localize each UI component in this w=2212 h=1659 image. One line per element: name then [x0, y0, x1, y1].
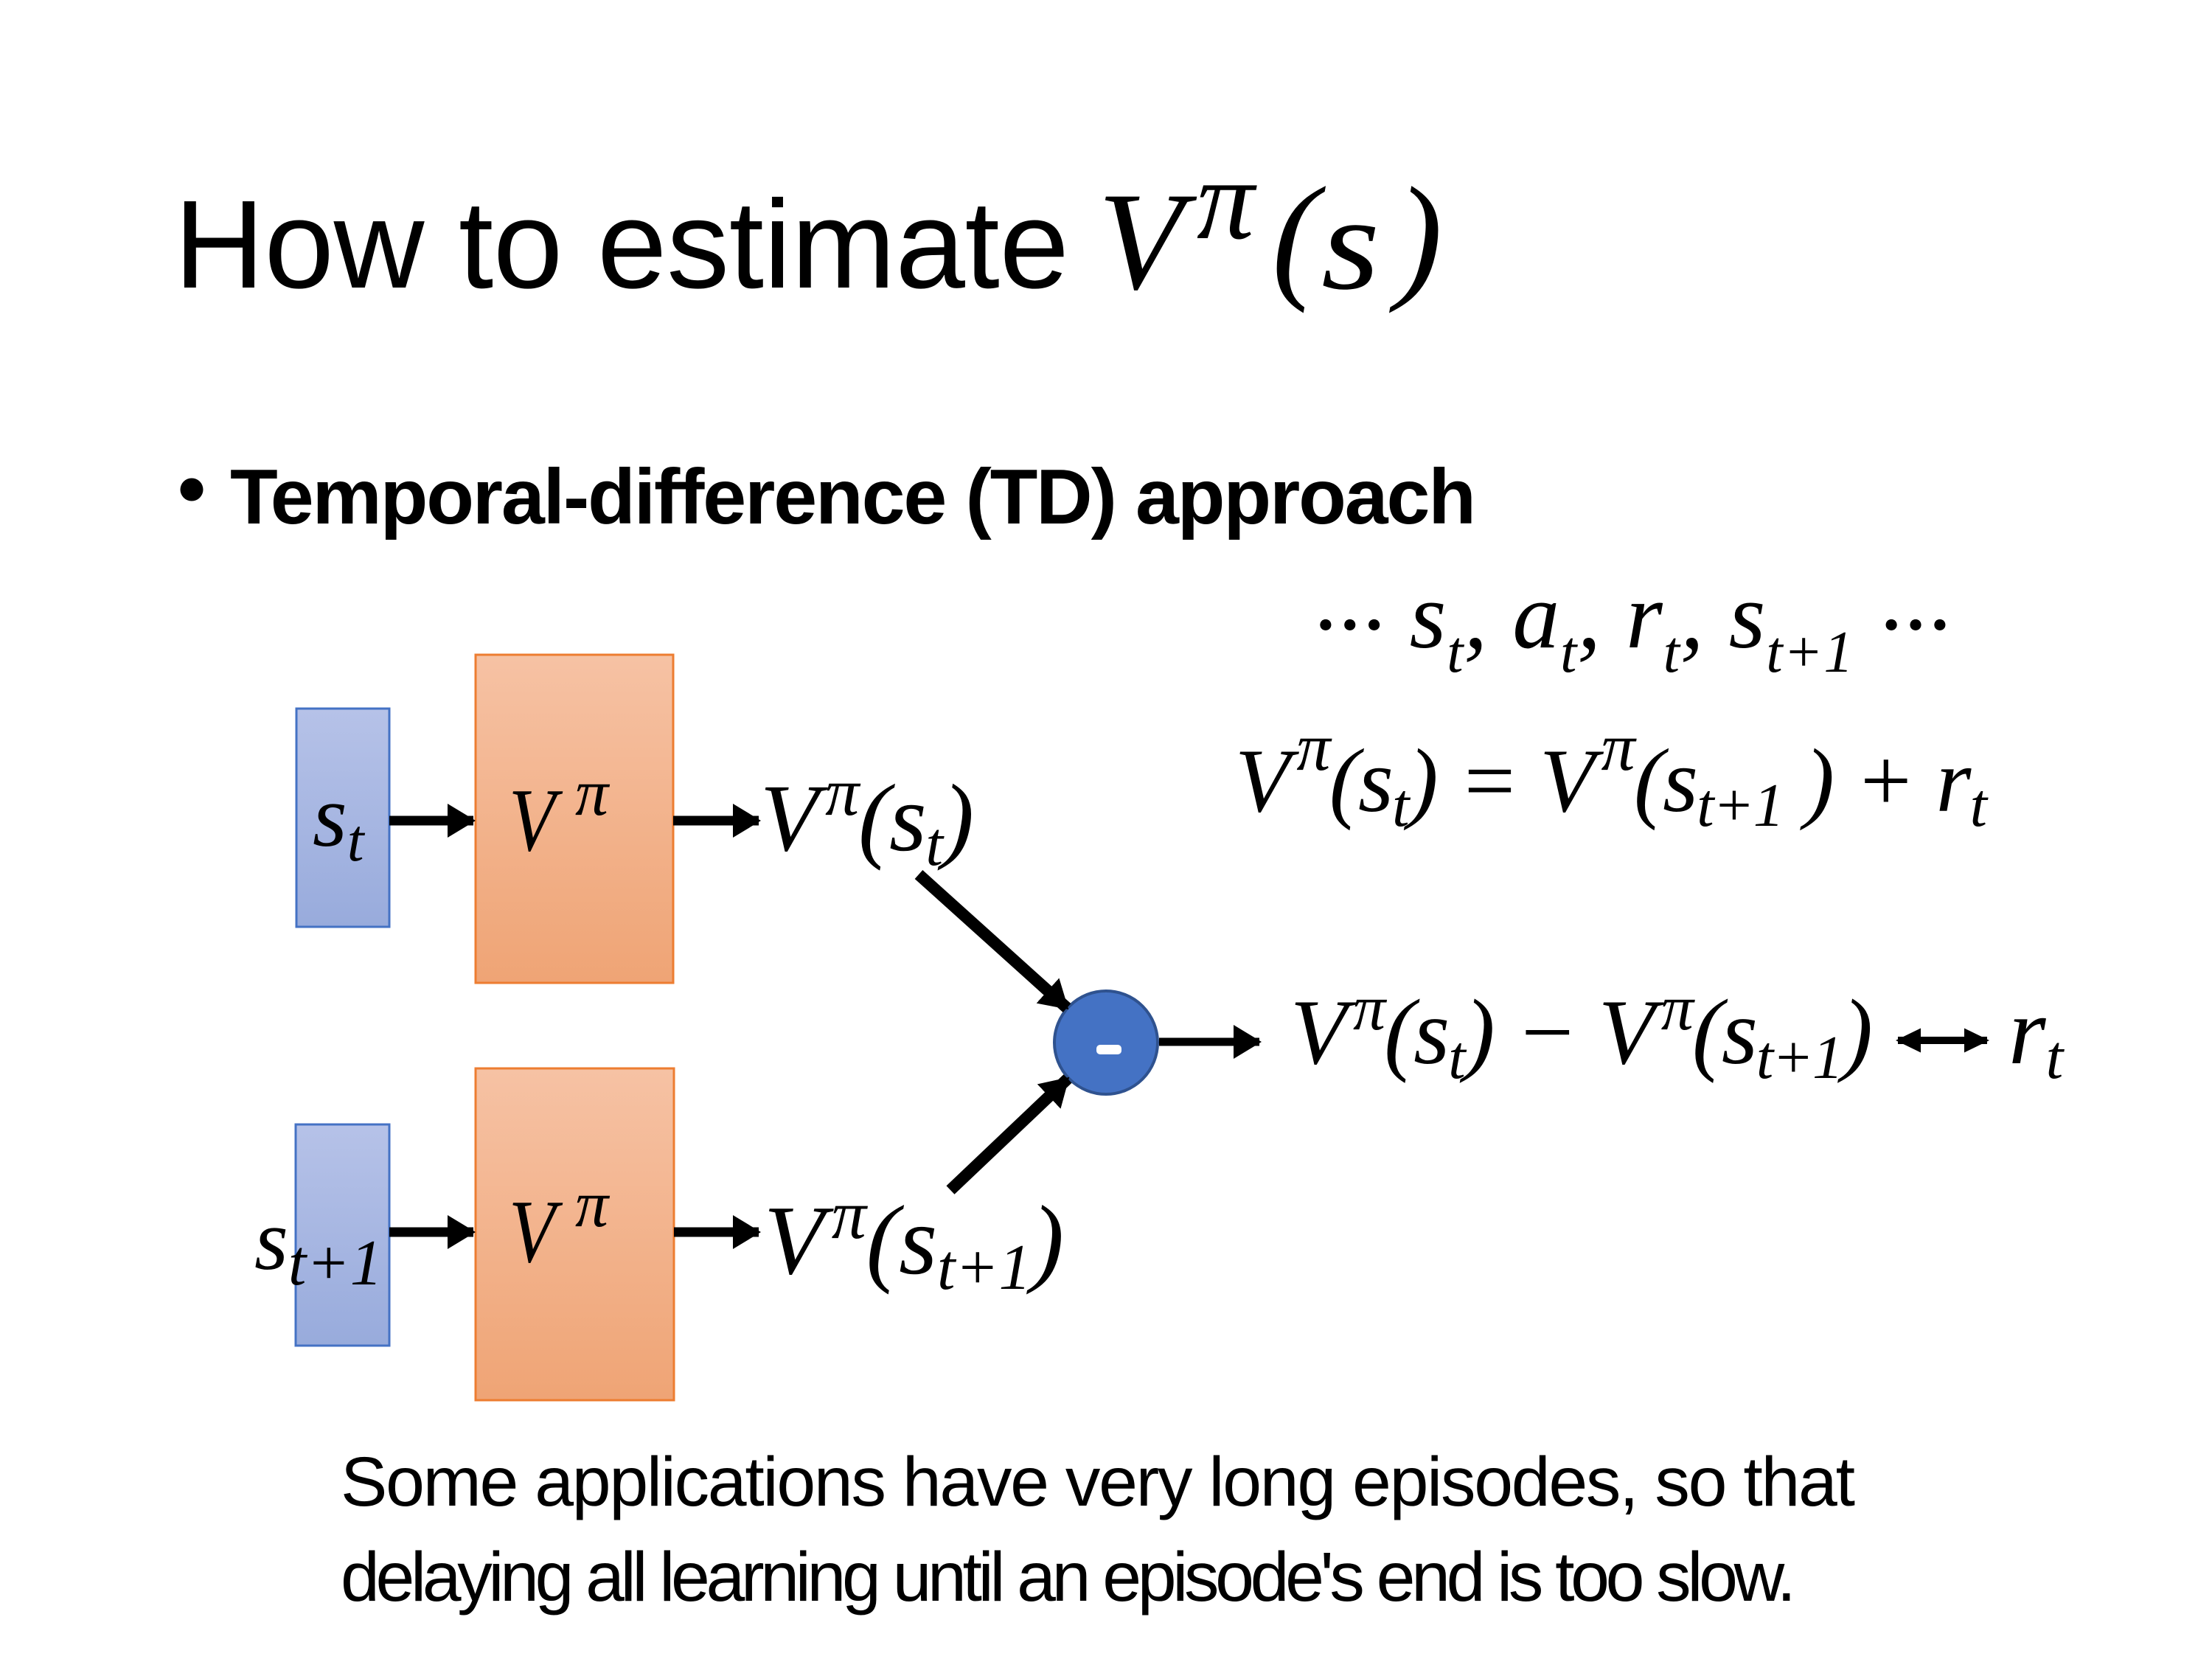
svg-text:π: π [575, 1168, 611, 1241]
svg-text:V: V [509, 771, 563, 870]
svg-text:Vπ(st+1): Vπ(st+1) [764, 1177, 1064, 1304]
svg-text:Some applications have very lo: Some applications have very long episode… [341, 1443, 1855, 1521]
svg-text:Vπ(st) − Vπ(st+1): Vπ(st) − Vπ(st+1) [1290, 973, 1873, 1092]
svg-text:): ) [1389, 159, 1442, 314]
svg-text:rt: rt [2008, 978, 2065, 1092]
svg-text:π: π [1197, 136, 1257, 263]
svg-text:Vπ(st) = Vπ(st+1 ) + rt: Vπ(st) = Vπ(st+1 ) + rt [1235, 709, 1989, 840]
svg-text:V: V [1098, 164, 1197, 319]
svg-text:delaying all learning until an: delaying all learning until an episode's… [341, 1538, 1796, 1616]
svg-text:Vπ(st): Vπ(st) [760, 754, 974, 879]
svg-text:π: π [575, 757, 611, 830]
svg-text:··· st, at, rt, st+1 ···: ··· st, at, rt, st+1 ··· [1312, 563, 1950, 685]
svg-text:Temporal-difference (TD) appro: Temporal-difference (TD) approach [230, 453, 1476, 540]
svg-text:s: s [1321, 169, 1380, 318]
svg-text:How to estimate: How to estimate [174, 175, 1069, 315]
svg-text:V: V [509, 1182, 563, 1281]
svg-text:(: ( [1272, 159, 1326, 314]
